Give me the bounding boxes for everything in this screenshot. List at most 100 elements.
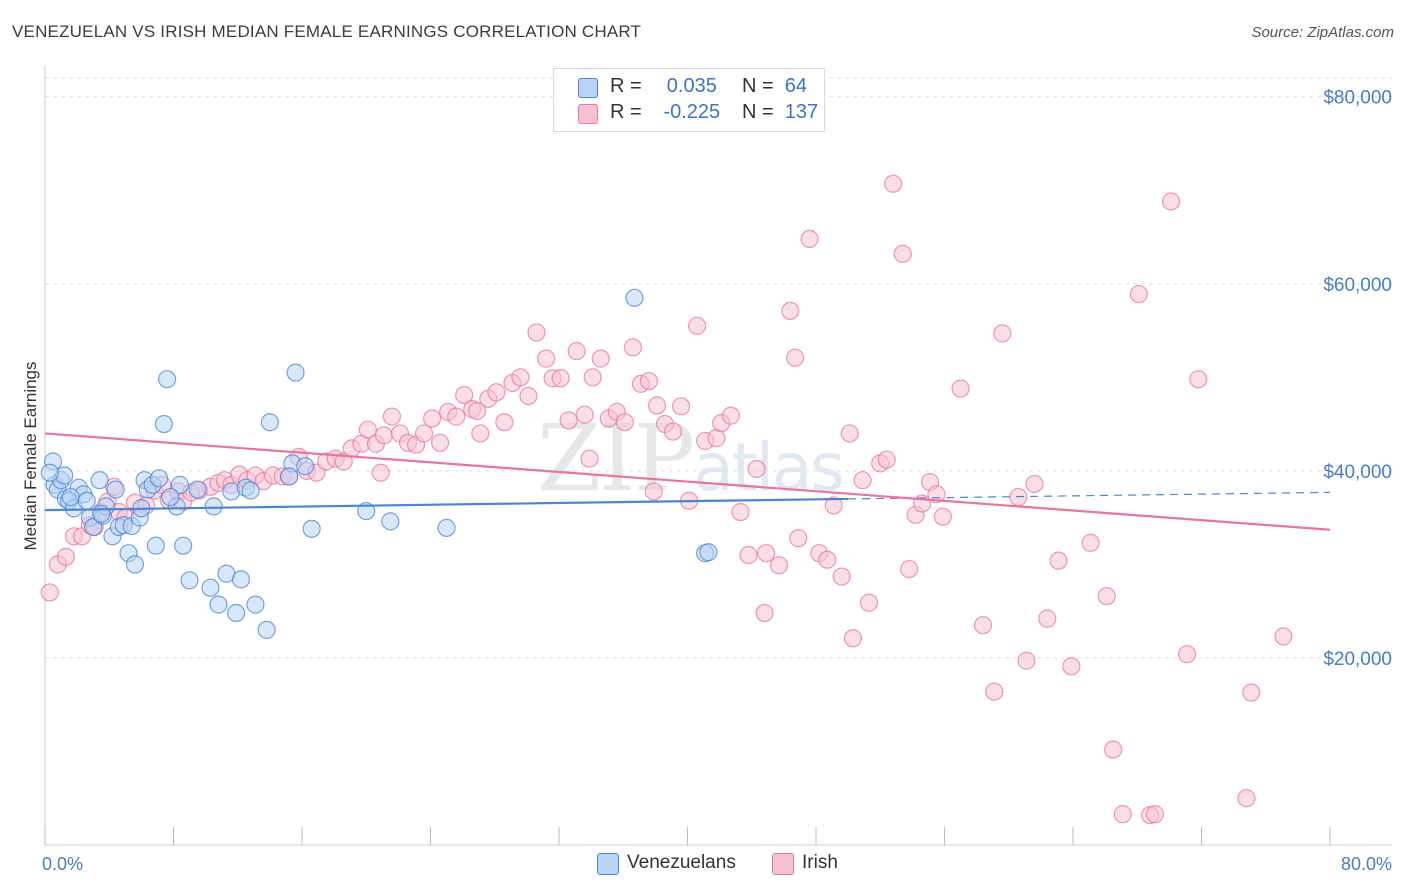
r-label: R = (610, 75, 642, 97)
venezuelans-point (246, 595, 265, 614)
venezuelans-point (40, 463, 59, 482)
irish-point (647, 396, 667, 415)
irish-point (1189, 370, 1208, 389)
irish-point (688, 316, 707, 335)
y-tick-label: $80,000 (1323, 88, 1392, 109)
irish-point (993, 324, 1012, 343)
irish-point (487, 383, 506, 402)
irish-point (721, 406, 740, 425)
venezuelans-point (92, 504, 111, 523)
legend-label-venezuelans: Venezuelans (627, 852, 736, 873)
trend-lines (44, 432, 1331, 531)
irish-point (663, 422, 683, 441)
data-points (40, 174, 1293, 825)
irish-point (559, 411, 578, 430)
venezuelans-swatch (578, 78, 598, 98)
irish-point (853, 471, 872, 490)
venezuelans-point (157, 370, 177, 389)
venezuelans-point (77, 491, 96, 510)
irish-point (1177, 645, 1197, 664)
venezuelans-point (381, 512, 400, 531)
irish-point (382, 407, 402, 426)
r-value-irish: -0.225 (663, 101, 721, 123)
irish-point (467, 401, 487, 421)
irish-point (40, 583, 59, 602)
irish-point (1038, 609, 1057, 628)
irish-point (1237, 789, 1256, 808)
irish-point (1049, 551, 1068, 570)
irish-point (358, 420, 377, 439)
irish-point (639, 371, 659, 391)
venezuelans-legend-swatch (597, 853, 619, 875)
irish-point (519, 386, 538, 406)
venezuelans-point (61, 487, 80, 507)
irish-point (455, 385, 474, 405)
venezuelans-point (260, 413, 279, 432)
irish-legend-swatch (772, 853, 794, 875)
venezuelans-point (625, 288, 644, 307)
irish-point (1113, 805, 1132, 824)
venezuelans-point (204, 497, 223, 516)
irish-point (623, 338, 642, 357)
irish-point (973, 616, 993, 635)
irish-point (591, 349, 610, 368)
axes: $20,000 $40,000 $60,000 $80,000 0.0% 80.0% (42, 66, 1392, 874)
irish-point (371, 463, 390, 482)
r-value-venezuelans: 0.035 (666, 75, 717, 97)
irish-point (883, 174, 903, 193)
venezuelans-trend-line (44, 497, 849, 512)
venezuelans-point (296, 457, 315, 476)
irish-point (615, 413, 634, 432)
venezuelans-point (437, 518, 456, 538)
irish-point (1129, 284, 1148, 304)
irish-point (747, 459, 766, 479)
irish-point (840, 424, 859, 443)
irish-point (900, 559, 919, 579)
irish-point (414, 424, 434, 443)
venezuelans-point (227, 603, 246, 623)
n-value-irish: 137 (784, 101, 819, 123)
irish-point (431, 433, 450, 452)
irish-trend-line (44, 432, 1331, 531)
legend-label-irish: Irish (802, 852, 838, 873)
irish-point (511, 368, 530, 387)
y-axis-label: Median Female Earnings (21, 362, 40, 551)
r-label: R = (610, 101, 642, 123)
venezuelans-point (106, 480, 125, 499)
venezuelans-point (699, 543, 718, 562)
irish-point (1017, 651, 1036, 670)
chart-source: Source: ZipAtlas.com (1251, 24, 1394, 41)
irish-swatch (578, 104, 598, 124)
stats-legend: R = 0.035 N = 64 R = -0.225 N = 137 (553, 68, 825, 132)
venezuelans-point (146, 536, 165, 555)
irish-point (1062, 657, 1081, 676)
irish-point (583, 368, 602, 387)
chart-title: VENEZUELAN VS IRISH MEDIAN FEMALE EARNIN… (12, 22, 642, 41)
irish-point (789, 529, 808, 548)
irish-point (1145, 805, 1165, 824)
venezuelans-point (280, 467, 299, 486)
series-legend: Venezuelans Irish (0, 852, 1406, 878)
irish-point (893, 244, 912, 263)
legend-row-venezuelans-text: R = 0.035 N = 64 (610, 75, 807, 98)
venezuelans-point (154, 414, 173, 434)
y-tick-label: $20,000 (1323, 649, 1392, 670)
legend-row-irish-text: R = -0.225 N = 137 (610, 101, 818, 124)
gridlines (45, 77, 1392, 659)
irish-point (671, 397, 691, 416)
irish-point (567, 342, 586, 361)
venezuelans-point (201, 578, 220, 597)
irish-point (1081, 533, 1100, 552)
n-label: N = (741, 75, 774, 97)
venezuelans-point (286, 363, 305, 382)
irish-point (551, 369, 570, 388)
y-tick-label: $40,000 (1323, 462, 1392, 483)
irish-point (818, 550, 837, 569)
irish-point (951, 379, 970, 398)
irish-point (739, 545, 758, 565)
irish-point (843, 629, 863, 648)
irish-point (757, 544, 776, 563)
irish-point (575, 405, 594, 424)
irish-point (877, 450, 896, 469)
irish-point (527, 323, 546, 342)
